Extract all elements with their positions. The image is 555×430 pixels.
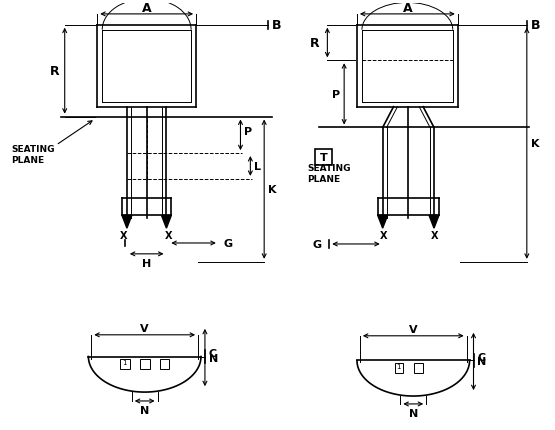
Text: X: X	[431, 230, 439, 240]
Text: V: V	[409, 324, 417, 334]
Bar	[140, 359, 150, 369]
Text: A: A	[402, 3, 412, 15]
Polygon shape	[122, 216, 132, 229]
Text: N: N	[408, 408, 418, 418]
Bar	[395, 364, 403, 373]
Text: P: P	[332, 90, 340, 100]
Text: V: V	[140, 323, 149, 333]
Text: K: K	[531, 139, 539, 149]
Text: SEATING
PLANE: SEATING PLANE	[12, 145, 55, 165]
Bar	[120, 359, 130, 369]
Text: X: X	[165, 230, 172, 240]
Text: A: A	[142, 3, 152, 15]
Text: B: B	[272, 19, 281, 32]
Text: N: N	[140, 405, 149, 415]
Polygon shape	[429, 216, 439, 229]
Text: L: L	[254, 162, 261, 172]
Text: P: P	[244, 126, 253, 137]
Text: X: X	[120, 230, 128, 240]
Text: SEATING
PLANE: SEATING PLANE	[307, 163, 351, 184]
Polygon shape	[378, 216, 387, 229]
Text: R: R	[50, 65, 59, 78]
Text: C: C	[477, 352, 486, 362]
Text: K: K	[268, 185, 276, 195]
Bar	[414, 364, 423, 373]
Polygon shape	[162, 216, 171, 229]
Text: N: N	[477, 356, 487, 367]
Text: T: T	[320, 153, 327, 163]
Text: C: C	[209, 348, 217, 358]
Bar	[159, 359, 169, 369]
Text: 1: 1	[123, 359, 127, 365]
Text: G: G	[312, 240, 321, 249]
Bar	[315, 150, 332, 166]
Text: X: X	[380, 230, 387, 240]
Text: G: G	[224, 238, 233, 249]
Text: R: R	[310, 37, 320, 50]
Text: 1: 1	[396, 363, 401, 369]
Text: B: B	[531, 19, 540, 32]
Text: H: H	[142, 258, 152, 268]
Text: N: N	[209, 353, 218, 362]
